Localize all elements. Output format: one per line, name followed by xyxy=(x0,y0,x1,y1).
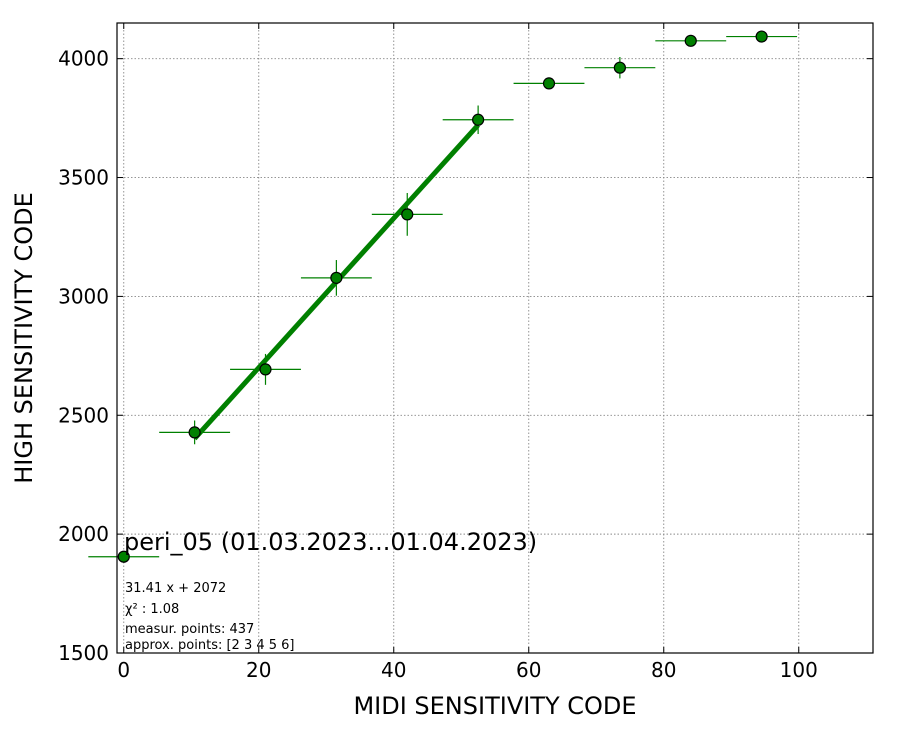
y-tick-label: 4000 xyxy=(58,47,109,71)
x-tick-label: 100 xyxy=(780,658,818,682)
data-point xyxy=(542,77,556,90)
data-point xyxy=(259,363,272,376)
y-tick-label: 3000 xyxy=(58,284,109,308)
data-point xyxy=(330,271,343,284)
y-axis-label: HIGH SENSITIVITY CODE xyxy=(10,192,38,484)
data-points xyxy=(117,30,768,563)
x-tick-label: 60 xyxy=(516,658,541,682)
annotation-approx-points: approx. points: [2 3 4 5 6] xyxy=(125,638,295,653)
x-tick-label: 0 xyxy=(117,658,130,682)
data-point xyxy=(188,426,201,439)
annotation-chi-squared: χ² : 1.08 xyxy=(125,602,179,617)
data-point xyxy=(613,61,626,74)
y-tick-label: 1500 xyxy=(58,641,109,665)
y-tick-label: 2000 xyxy=(58,522,109,546)
data-point xyxy=(117,550,130,563)
data-point xyxy=(472,113,485,126)
y-tick-label: 3500 xyxy=(58,166,109,190)
chart-title: peri_05 (01.03.2023...01.04.2023) xyxy=(124,528,537,556)
data-point xyxy=(684,34,697,47)
data-point xyxy=(401,208,414,221)
grid-lines xyxy=(117,23,873,653)
y-tick-label: 2500 xyxy=(58,403,109,427)
annotation-measured-points: measur. points: 437 xyxy=(125,622,254,637)
x-tick-label: 80 xyxy=(651,658,676,682)
plot-frame xyxy=(116,22,874,654)
x-tick-label: 20 xyxy=(246,658,271,682)
x-axis-label: MIDI SENSITIVITY CODE xyxy=(353,692,636,720)
x-tick-label: 40 xyxy=(381,658,406,682)
axis-ticks: 0 20 40 60 80 100 1500 2000 2500 3000 3500 4000 xyxy=(58,23,873,682)
data-point xyxy=(755,30,768,43)
annotation-fit-equation: 31.41 x + 2072 xyxy=(125,581,226,596)
